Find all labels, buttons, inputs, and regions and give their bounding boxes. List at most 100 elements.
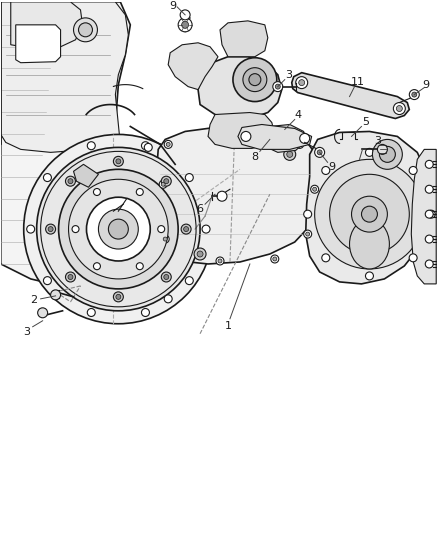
Circle shape	[425, 235, 433, 243]
Circle shape	[48, 227, 53, 232]
Polygon shape	[306, 132, 429, 284]
Circle shape	[306, 232, 310, 236]
Circle shape	[43, 277, 51, 285]
Circle shape	[93, 263, 100, 270]
Polygon shape	[74, 164, 99, 187]
Circle shape	[233, 58, 277, 102]
Circle shape	[43, 174, 51, 182]
Circle shape	[178, 18, 192, 32]
Polygon shape	[1, 2, 131, 286]
Circle shape	[68, 274, 73, 279]
Circle shape	[65, 176, 75, 186]
Circle shape	[249, 74, 261, 86]
Circle shape	[241, 123, 249, 131]
Circle shape	[304, 210, 312, 218]
Circle shape	[243, 68, 267, 92]
Circle shape	[322, 254, 330, 262]
Circle shape	[217, 191, 227, 201]
Circle shape	[313, 187, 317, 191]
Circle shape	[425, 210, 433, 218]
Polygon shape	[1, 2, 128, 152]
Circle shape	[184, 227, 189, 232]
Text: 8: 8	[251, 152, 258, 163]
Polygon shape	[16, 25, 60, 63]
Circle shape	[68, 179, 168, 279]
Polygon shape	[238, 125, 312, 149]
Circle shape	[425, 160, 433, 168]
Circle shape	[425, 260, 433, 268]
Circle shape	[393, 102, 405, 115]
Circle shape	[159, 180, 167, 188]
Circle shape	[37, 148, 200, 311]
Polygon shape	[153, 126, 320, 264]
Circle shape	[409, 254, 417, 262]
Circle shape	[141, 142, 149, 150]
Circle shape	[161, 272, 171, 282]
Circle shape	[427, 210, 435, 218]
Polygon shape	[11, 2, 82, 49]
Circle shape	[216, 257, 224, 265]
Circle shape	[78, 23, 92, 37]
Circle shape	[38, 308, 48, 318]
Circle shape	[116, 294, 121, 300]
Circle shape	[276, 84, 280, 89]
Circle shape	[164, 140, 172, 148]
Circle shape	[271, 255, 279, 263]
Text: 9: 9	[328, 163, 335, 172]
Circle shape	[298, 142, 302, 147]
Circle shape	[136, 189, 143, 196]
Ellipse shape	[350, 219, 389, 269]
Polygon shape	[411, 149, 436, 284]
Text: 1: 1	[224, 321, 231, 331]
Circle shape	[273, 257, 277, 261]
Circle shape	[164, 295, 172, 303]
Circle shape	[296, 140, 304, 148]
Text: 5: 5	[362, 117, 369, 127]
Circle shape	[158, 225, 165, 232]
Circle shape	[166, 142, 170, 147]
Circle shape	[74, 18, 97, 42]
Circle shape	[365, 148, 374, 156]
Circle shape	[27, 225, 35, 233]
Circle shape	[322, 166, 330, 174]
Circle shape	[68, 179, 73, 184]
Circle shape	[379, 147, 396, 163]
Circle shape	[161, 176, 171, 186]
Polygon shape	[220, 21, 268, 56]
Circle shape	[425, 185, 433, 193]
Circle shape	[287, 151, 293, 157]
Circle shape	[241, 132, 251, 141]
Circle shape	[284, 148, 296, 160]
Circle shape	[304, 230, 312, 238]
Circle shape	[72, 225, 79, 232]
Text: 3: 3	[374, 136, 381, 147]
Text: 9: 9	[423, 79, 430, 90]
Circle shape	[410, 90, 419, 100]
Circle shape	[161, 235, 169, 243]
Circle shape	[372, 140, 403, 169]
Circle shape	[164, 179, 169, 184]
Polygon shape	[292, 72, 410, 118]
Circle shape	[218, 259, 222, 263]
Polygon shape	[263, 125, 305, 152]
Text: 2: 2	[30, 295, 37, 305]
Circle shape	[180, 10, 190, 20]
Circle shape	[352, 196, 387, 232]
Circle shape	[243, 125, 247, 128]
Circle shape	[194, 248, 206, 260]
Circle shape	[164, 274, 169, 279]
Circle shape	[141, 309, 149, 317]
Circle shape	[378, 144, 387, 155]
Circle shape	[86, 197, 150, 261]
Circle shape	[412, 92, 417, 97]
Text: 4: 4	[294, 109, 301, 119]
Circle shape	[182, 21, 189, 28]
Circle shape	[87, 142, 95, 150]
Circle shape	[311, 185, 318, 193]
Circle shape	[116, 159, 121, 164]
Circle shape	[46, 224, 56, 234]
Circle shape	[144, 143, 152, 151]
Circle shape	[300, 133, 310, 143]
Circle shape	[59, 169, 178, 289]
Circle shape	[299, 79, 305, 86]
